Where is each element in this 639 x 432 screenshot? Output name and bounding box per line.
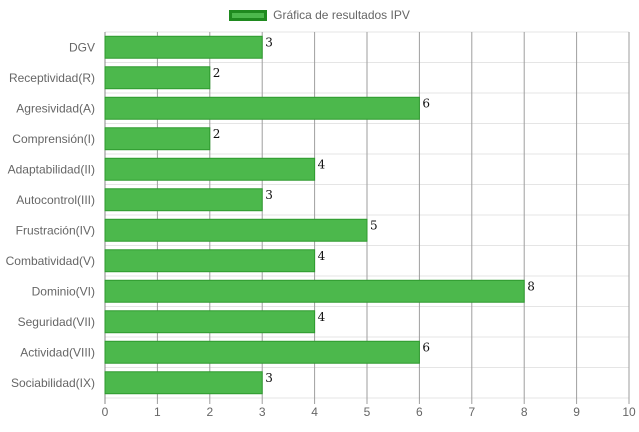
legend-label: Gráfica de resultados IPV: [273, 8, 410, 22]
bar: [104, 279, 525, 303]
category-label: Dominio(VI): [32, 284, 95, 298]
category-label: Sociabilidad(IX): [11, 376, 95, 390]
category-label: Comprensión(I): [12, 132, 95, 146]
category-label: Frustración(IV): [16, 223, 95, 237]
data-label: 4: [318, 157, 326, 171]
bar: [104, 249, 316, 273]
x-tick-label: 1: [154, 405, 161, 419]
data-label: 8: [527, 279, 535, 293]
chart-legend[interactable]: Gráfica de resultados IPV: [0, 6, 639, 24]
bar: [104, 127, 211, 151]
bar: [104, 310, 316, 334]
category-label: Adaptabilidad(II): [8, 162, 95, 176]
bar: [104, 157, 316, 181]
category-label: Actividad(VIII): [20, 345, 95, 359]
data-label: 6: [422, 340, 430, 354]
x-tick-label: 2: [206, 405, 213, 419]
x-tick-label: 6: [416, 405, 423, 419]
x-tick-label: 0: [102, 405, 109, 419]
category-label: Combatividad(V): [6, 254, 95, 268]
x-tick-label: 5: [364, 405, 371, 419]
category-label: Autocontrol(III): [16, 193, 95, 207]
data-label: 3: [265, 188, 273, 202]
data-label: 4: [318, 249, 326, 263]
category-label: Agresividad(A): [16, 101, 95, 115]
data-label: 2: [213, 127, 221, 141]
bar: [104, 371, 263, 395]
bar: [104, 35, 263, 59]
x-tick-label: 3: [259, 405, 266, 419]
bar: [104, 96, 420, 120]
data-label: 5: [370, 218, 378, 232]
bar: [104, 340, 420, 364]
data-label: 2: [213, 66, 221, 80]
category-label: DGV: [69, 40, 95, 54]
legend-swatch: [229, 9, 268, 21]
x-tick-label: 4: [311, 405, 318, 419]
bar: [104, 188, 263, 212]
bar: [104, 66, 211, 90]
category-label: Seguridad(VII): [18, 315, 95, 329]
x-tick-label: 8: [521, 405, 528, 419]
data-label: 3: [265, 35, 273, 49]
category-label: Receptividad(R): [9, 71, 95, 85]
data-label: 3: [265, 371, 273, 385]
data-label: 6: [422, 96, 430, 110]
x-tick-label: 7: [468, 405, 475, 419]
x-tick-label: 9: [573, 405, 580, 419]
x-tick-label: 10: [622, 405, 636, 419]
bar: [104, 218, 368, 242]
data-label: 4: [318, 310, 326, 324]
